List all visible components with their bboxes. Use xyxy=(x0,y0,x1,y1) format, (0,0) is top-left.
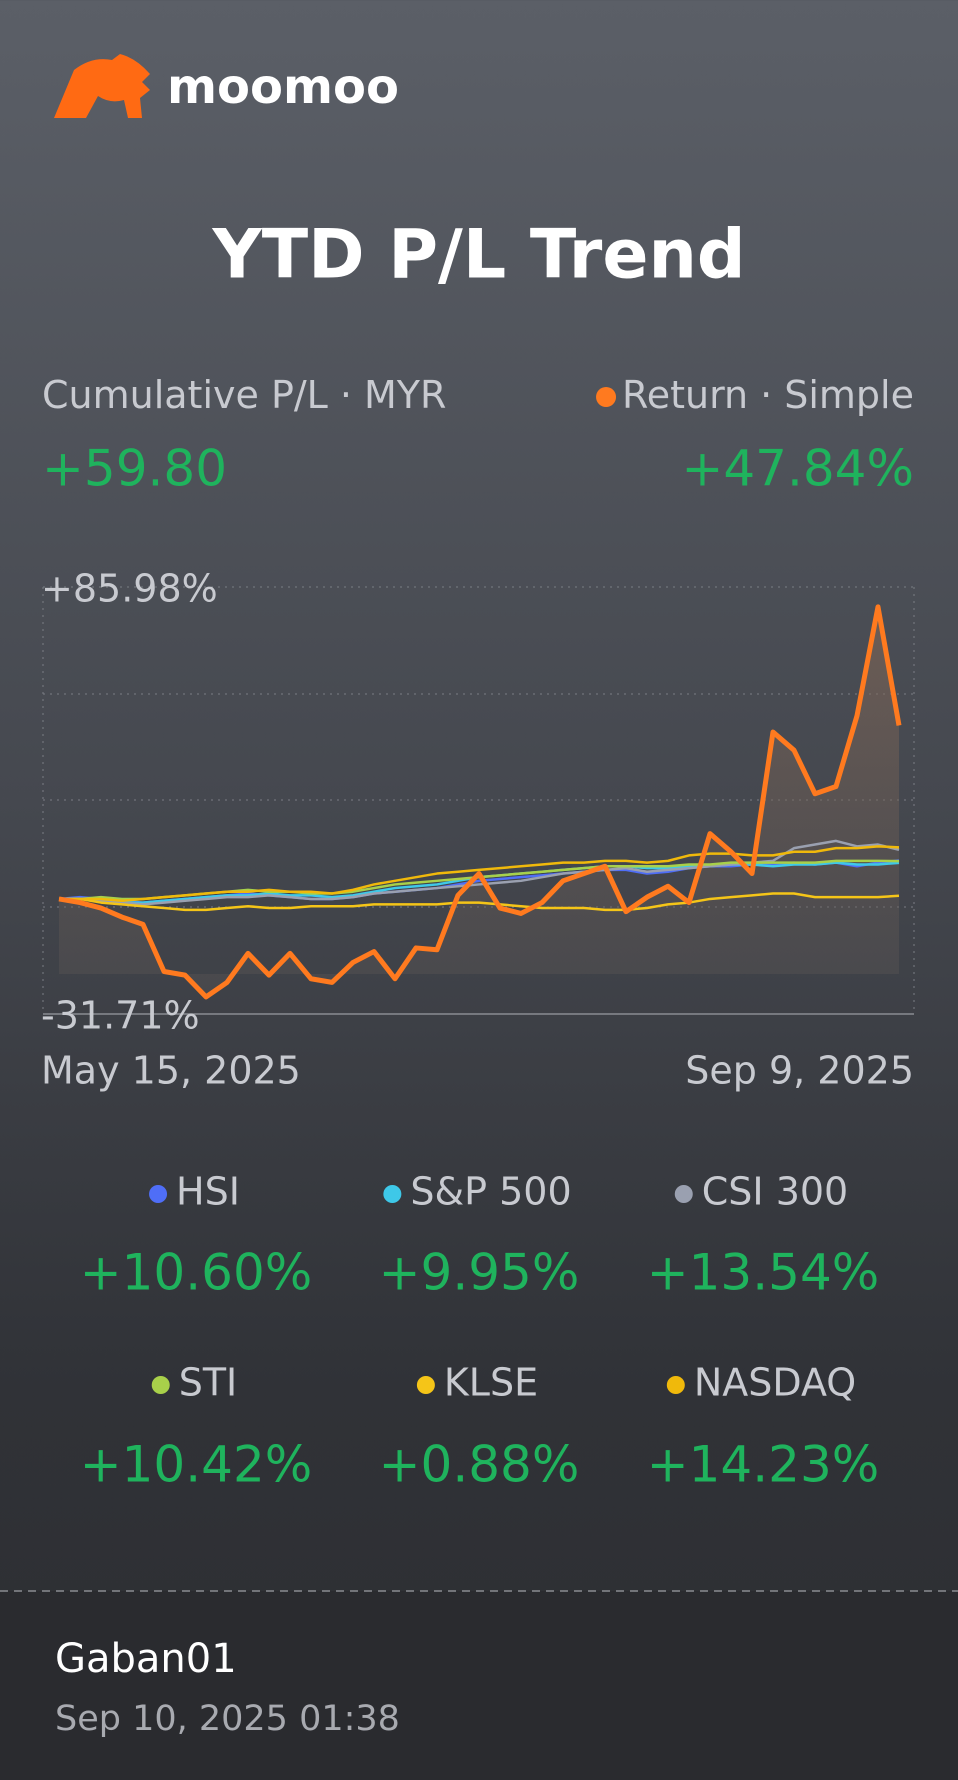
legend-name: HSI xyxy=(176,1170,240,1214)
mode: Simple xyxy=(784,373,914,417)
legend-value: +9.95% xyxy=(379,1244,580,1302)
legend-name: NASDAQ xyxy=(694,1361,856,1405)
legend-dot xyxy=(151,1376,170,1394)
legend-dot xyxy=(666,1376,685,1394)
index-line xyxy=(59,845,900,903)
legend-value: +14.23% xyxy=(647,1436,880,1494)
pl-label: Cumulative P/L xyxy=(42,373,328,417)
index-line xyxy=(59,892,900,912)
logo: moomoo xyxy=(54,54,399,118)
legend-value: +10.60% xyxy=(80,1244,313,1302)
return-name: Return xyxy=(622,373,748,417)
chart: +85.98% -31.71% May 15, 2025 Sep 9, 2025 xyxy=(41,567,914,1093)
logo-mark xyxy=(54,54,150,118)
summary-label: Cumulative P/L · MYR xyxy=(42,373,446,417)
separator: · xyxy=(760,373,772,417)
legend-dot xyxy=(596,387,617,407)
x-tick-label: Sep 9, 2025 xyxy=(685,1049,914,1093)
x-tick-label: May 15, 2025 xyxy=(41,1049,301,1093)
page-title: YTD P/L Trend xyxy=(211,216,745,295)
legend-value: +10.42% xyxy=(80,1436,313,1494)
y-tick-label: -31.71% xyxy=(41,994,200,1038)
legend: HSI +10.60% S&P 500 +9.95% CSI 300 +13.54% STI… xyxy=(80,1170,880,1494)
legend-value: +0.88% xyxy=(379,1436,580,1494)
legend-value: +13.54% xyxy=(647,1244,880,1302)
footer-bg xyxy=(0,1591,958,1780)
timestamp: Sep 10, 2025 01:38 xyxy=(55,1699,400,1739)
currency: MYR xyxy=(364,373,446,417)
y-tick-label: +85.98% xyxy=(41,567,218,611)
legend-name: CSI 300 xyxy=(702,1170,848,1214)
username: Gaban01 xyxy=(55,1636,237,1682)
legend-dot xyxy=(383,1185,402,1203)
legend-dot xyxy=(416,1376,435,1394)
return-area xyxy=(59,606,899,997)
separator: · xyxy=(340,373,352,417)
return-line xyxy=(58,604,902,1000)
legend-name: S&P 500 xyxy=(410,1170,571,1214)
legend-dot xyxy=(149,1185,168,1203)
legend-name: KLSE xyxy=(444,1361,538,1405)
brand: moomoo xyxy=(167,59,399,115)
pl-value: +59.80 xyxy=(42,440,227,498)
return-label: Return · Simple xyxy=(622,373,914,417)
legend-dot xyxy=(674,1185,693,1203)
return-value: +47.84% xyxy=(681,440,914,498)
legend-name: STI xyxy=(179,1361,238,1405)
